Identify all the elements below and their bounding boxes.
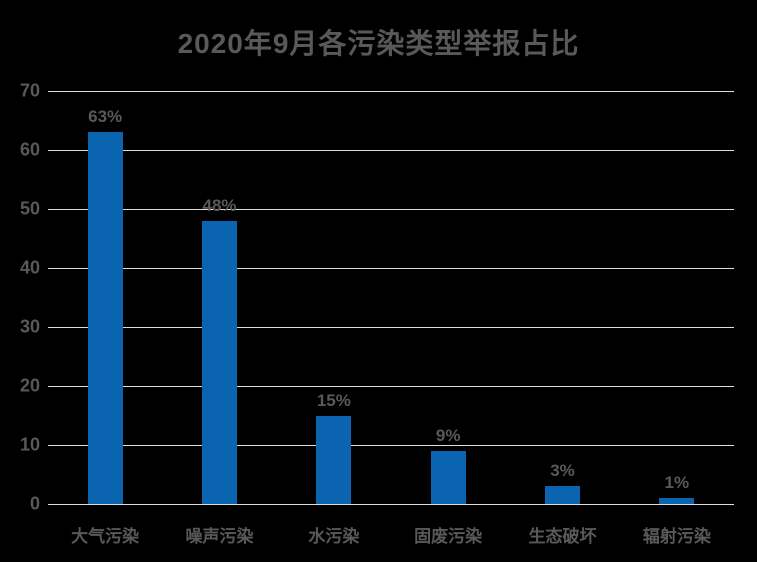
y-tick-label-50: 50	[19, 198, 40, 219]
y-tick-label-10: 10	[19, 434, 40, 455]
bar-辐射污染	[659, 498, 695, 504]
x-axis: 大气污染 噪声污染 水污染 固废污染 生态破坏 辐射污染	[48, 518, 734, 548]
data-label-水污染: 15%	[316, 390, 351, 410]
y-tick-label-0: 0	[29, 493, 40, 514]
y-axis: 0 10 20 30 40 50 60 70	[0, 81, 40, 514]
bar-水污染	[316, 415, 352, 504]
gridline-0	[48, 503, 734, 505]
x-tick-label-水污染: 水污染	[308, 527, 360, 546]
y-tick-label-70: 70	[19, 80, 40, 101]
x-tick-label-生态破坏: 生态破坏	[528, 527, 597, 546]
gridline-20	[48, 385, 734, 387]
gridline-60	[48, 149, 734, 151]
x-tick-label-固废污染: 固废污染	[414, 527, 483, 546]
gridline-30	[48, 326, 734, 328]
chart-title: 2020年9月各污染类型举报占比	[177, 28, 580, 59]
bar-固废污染	[430, 450, 466, 504]
data-label-固废污染: 9%	[435, 425, 461, 445]
plot-area: 63% 48% 15% 9% 3% 1%	[48, 90, 734, 505]
y-tick-label-60: 60	[19, 139, 40, 160]
data-label-辐射污染: 1%	[664, 473, 690, 493]
gridline-10	[48, 444, 734, 446]
y-tick-label-40: 40	[19, 257, 40, 278]
x-tick-label-辐射污染: 辐射污染	[642, 527, 711, 546]
gridline-50	[48, 208, 734, 210]
bar-生态破坏	[545, 486, 580, 504]
data-label-噪声污染: 48%	[202, 195, 237, 215]
data-label-生态破坏: 3%	[550, 461, 575, 481]
y-tick-label-30: 30	[19, 316, 40, 337]
data-label-大气污染: 63%	[88, 107, 123, 127]
gridline-70	[48, 90, 734, 92]
y-tick-label-20: 20	[19, 375, 40, 396]
bar-大气污染	[87, 132, 123, 504]
bar-噪声污染	[202, 220, 237, 504]
gridline-40	[48, 267, 734, 269]
x-tick-label-噪声污染: 噪声污染	[185, 527, 254, 546]
x-tick-label-大气污染: 大气污染	[71, 527, 140, 546]
